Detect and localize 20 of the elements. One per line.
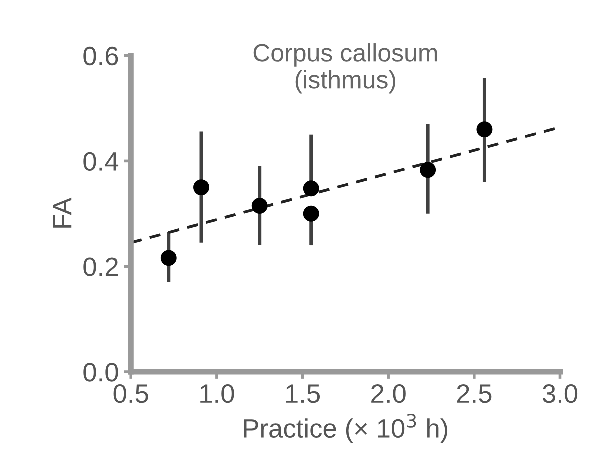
point	[194, 180, 210, 196]
y-tick-label: 0.2	[84, 258, 118, 276]
y-tick-label: 0.4	[84, 152, 119, 172]
y-tick-label: 0.6	[84, 46, 118, 66]
x-tick-label: 1.0	[200, 384, 234, 404]
x-tick-label: 3.0	[542, 384, 578, 404]
point	[252, 198, 268, 214]
x-axis-title: Practice (× 10$^{3}$ h)	[244, 414, 448, 444]
point	[420, 162, 436, 178]
y-axis-title: FA	[53, 198, 72, 228]
x-tick-label: 0.5	[114, 384, 148, 404]
chart-title: Corpus callosum (isthmus)	[254, 44, 438, 94]
point	[160, 250, 177, 266]
point	[303, 180, 320, 197]
x-tick-label: 2.0	[372, 384, 406, 404]
x-tick-label: 2.5	[457, 384, 492, 404]
x-tick-label: 1.5	[286, 384, 320, 404]
point	[303, 206, 320, 222]
y-tick-label: 0.0	[84, 363, 118, 382]
point	[476, 122, 493, 138]
